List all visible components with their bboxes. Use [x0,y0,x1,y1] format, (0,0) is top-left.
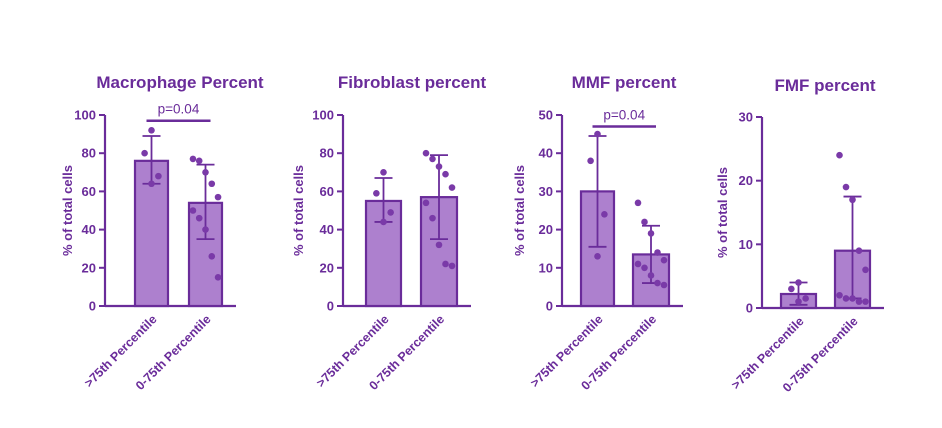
y-tick-label: 100 [74,108,96,123]
data-point [601,211,608,218]
chart-title: MMF percent [572,73,677,92]
data-point [429,155,436,163]
data-point [155,172,162,180]
data-point [214,274,222,281]
y-tick-label: 40 [82,222,96,237]
data-point [148,126,155,134]
y-tick-label: 0 [746,301,753,316]
data-point [422,199,430,207]
data-point [380,218,387,226]
significance-label: p=0.04 [603,107,645,122]
data-point [849,295,856,302]
data-point [862,266,869,274]
data-point [836,151,843,159]
data-point [641,264,648,272]
data-point [195,157,203,165]
chart-panel-1: Macrophage Percent % of total cells 0 20 40 6… [60,73,264,393]
y-tick-label: 20 [539,222,553,237]
y-axis-label: % of total cells [512,165,527,256]
data-point [795,298,802,305]
chart-panel-3: MMF percent% of total cells01020304050>7… [512,73,683,393]
y-tick-label: 100 [312,108,334,123]
data-point [842,183,850,191]
data-point [442,260,449,268]
y-tick-label: 30 [739,110,753,125]
chart-panel-4: FMF percent% of total cells0102030>75th … [715,76,884,395]
data-point [647,272,655,279]
data-point [429,214,436,222]
data-point [795,279,802,286]
data-point [422,149,430,157]
y-tick-label: 0 [546,299,553,314]
data-point [647,230,655,237]
y-tick-label: 60 [82,184,96,199]
data-point [842,295,850,302]
y-tick-label: 0 [327,299,334,314]
data-point [654,249,661,256]
y-tick-label: 80 [320,146,334,161]
y-tick-label: 80 [82,146,96,161]
data-point [448,184,456,191]
data-point [380,169,387,176]
data-point [836,291,843,299]
data-point [660,281,668,289]
data-point [855,247,863,254]
data-point [849,196,856,204]
data-point [189,155,197,163]
y-axis-label: % of total cells [60,165,75,256]
data-point [448,262,456,270]
data-point [802,295,809,302]
data-point [634,199,642,207]
data-point [195,214,203,222]
data-point [594,130,601,138]
y-tick-label: 10 [539,260,553,275]
data-point [435,163,443,170]
chart-title: Macrophage Percent [96,73,264,92]
y-tick-label: 50 [539,108,553,123]
data-point [202,169,209,176]
y-tick-label: 60 [320,184,334,199]
data-point [442,170,449,178]
y-tick-label: 40 [539,146,553,161]
data-point [435,241,443,249]
y-axis-label: % of total cells [715,167,730,258]
data-point [594,253,601,260]
data-point [862,298,869,305]
data-point [641,218,648,226]
y-tick-label: 0 [89,299,96,314]
y-tick-label: 30 [539,184,553,199]
data-point [373,190,380,197]
data-point [660,256,668,264]
y-tick-label: 10 [739,237,753,252]
chart-title: FMF percent [774,76,875,95]
data-point [208,253,216,260]
data-point [654,279,661,287]
data-point [148,180,155,188]
y-tick-label: 40 [320,222,334,237]
chart-panel-2: Fibroblast percent % of total cells 0 20 40 6… [291,73,486,393]
data-point [141,149,148,157]
data-point [587,157,594,165]
y-tick-label: 20 [82,260,96,275]
y-axis-label: % of total cells [291,165,306,256]
data-point [202,226,209,233]
data-point [214,193,222,201]
data-point [387,209,394,216]
y-tick-label: 20 [320,260,334,275]
significance-label: p=0.04 [158,102,200,117]
data-point [634,260,642,268]
data-point [208,180,216,188]
chart-title: Fibroblast percent [338,73,487,92]
data-point [189,207,197,214]
y-tick-label: 20 [739,173,753,188]
data-point [788,285,795,293]
data-point [855,298,863,305]
